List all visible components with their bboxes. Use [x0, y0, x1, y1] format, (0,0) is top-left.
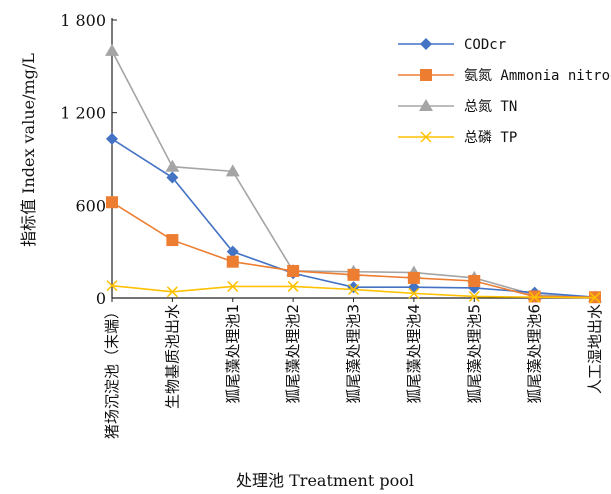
axes: [111, 18, 599, 299]
legend-item: 总氮 TN: [398, 99, 517, 115]
x-category-label: 猪场沉淀池（末端）: [103, 304, 121, 439]
data-point: [225, 164, 240, 177]
series-3: [106, 280, 601, 304]
x-category-label: 狐尾藻处理池2: [284, 304, 302, 404]
data-point: [407, 271, 420, 284]
data-point: [106, 280, 118, 292]
data-point: [166, 234, 179, 247]
x-category-label: 生物基质池出水: [163, 304, 181, 409]
data-point: [166, 171, 179, 184]
data-point: [166, 286, 178, 298]
marker-stroke: [589, 292, 601, 304]
marker-stroke: [106, 280, 118, 292]
legend-item: CODcr: [398, 37, 506, 53]
y-tick-label: 600: [75, 196, 106, 215]
data-point: [226, 245, 239, 258]
legend-marker: [419, 99, 433, 111]
y-axis-title: 指标值 Index value/mg/L: [19, 53, 38, 247]
legend-marker: [420, 69, 432, 81]
data-point: [589, 292, 601, 304]
legend-label: CODcr: [464, 37, 506, 53]
marker-stroke: [166, 286, 178, 298]
data-point: [287, 280, 299, 292]
x-category-label: 狐尾藻处理池5: [465, 304, 483, 404]
legend: CODcr 氨氮 Ammonia nitrogen 总氮 TN 总磷 TP: [398, 37, 611, 146]
legend-item: 氨氮 Ammonia nitrogen: [398, 68, 611, 84]
x-category-label: 狐尾藻处理池4: [405, 304, 423, 404]
marker-stroke: [420, 131, 432, 143]
x-category-label: 狐尾藻处理池6: [526, 304, 544, 404]
legend-marker: [420, 131, 432, 143]
y-tick-label: 0: [96, 289, 106, 308]
data-point: [106, 132, 118, 145]
marker-stroke: [468, 290, 480, 302]
data-point: [105, 43, 119, 56]
legend-item: 总磷 TP: [398, 130, 517, 146]
y-axis-ticks: 0 600 1 200 1 800: [60, 11, 117, 308]
x-axis-ticks: 猪场沉淀池（末端） 生物基质池出水 狐尾藻处理池1 狐尾藻处理池2 狐尾藻处理池3 狐尾藻…: [103, 298, 604, 439]
data-point: [347, 268, 360, 281]
legend-label: 总氮 TN: [464, 99, 517, 115]
legend-label: 氨氮 Ammonia nitrogen: [464, 68, 611, 84]
marker-stroke: [227, 280, 239, 292]
data-point: [468, 290, 480, 302]
data-point: [529, 291, 541, 303]
data-point: [106, 196, 118, 209]
legend-label: 总磷 TP: [464, 130, 517, 146]
data-point: [227, 280, 239, 292]
legend-marker: [420, 38, 432, 50]
x-category-label: 人工湿地出水: [586, 304, 604, 394]
x-category-label: 狐尾藻处理池1: [224, 304, 242, 404]
plot-area: [105, 43, 602, 304]
data-point: [165, 159, 180, 172]
x-category-label: 狐尾藻处理池3: [345, 304, 363, 404]
y-tick-label: 1 800: [60, 11, 106, 30]
series-line: [111, 50, 596, 299]
data-point: [347, 283, 360, 296]
data-point: [408, 287, 420, 299]
marker-stroke: [529, 291, 541, 303]
data-point: [287, 264, 300, 277]
data-point: [468, 275, 481, 288]
marker-stroke: [408, 287, 420, 299]
marker-stroke: [287, 280, 299, 292]
data-point: [226, 255, 239, 268]
marker-stroke: [347, 283, 360, 296]
y-tick-label: 1 200: [60, 104, 106, 123]
x-axis-title: 处理池 Treatment pool: [236, 471, 414, 490]
data-point: [347, 281, 360, 294]
